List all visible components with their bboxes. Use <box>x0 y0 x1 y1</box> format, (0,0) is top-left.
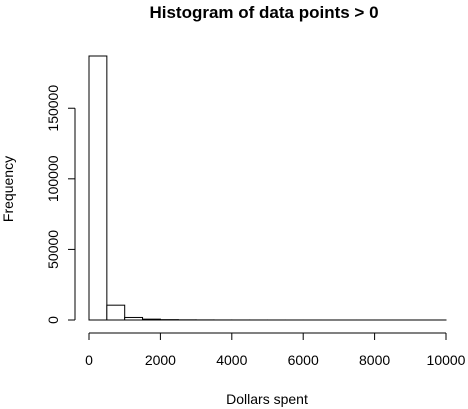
x-tick-label: 6000 <box>288 352 319 368</box>
chart-title: Histogram of data points > 0 <box>149 3 378 22</box>
histogram-bar <box>142 318 161 321</box>
bars-group <box>88 55 447 321</box>
x-tick-label: 2000 <box>145 352 176 368</box>
x-tick-label: 0 <box>85 352 93 368</box>
x-axis: 0 2000 4000 6000 8000 10000 <box>85 332 466 368</box>
y-tick-label: 100000 <box>45 155 61 202</box>
y-tick-label: 150000 <box>45 85 61 132</box>
histogram-bar <box>88 55 108 321</box>
y-axis-label: Frequency <box>0 156 16 222</box>
y-tick-label: 0 <box>45 316 61 324</box>
x-axis-label: Dollars spent <box>226 391 308 407</box>
x-tick-label: 8000 <box>359 352 390 368</box>
y-axis: 0 50000 100000 150000 <box>45 85 76 324</box>
x-tick-label: 4000 <box>216 352 247 368</box>
histogram-bar <box>106 304 126 321</box>
x-tick-label: 10000 <box>427 352 466 368</box>
y-tick-label: 50000 <box>45 230 61 269</box>
histogram-bar <box>124 316 144 321</box>
